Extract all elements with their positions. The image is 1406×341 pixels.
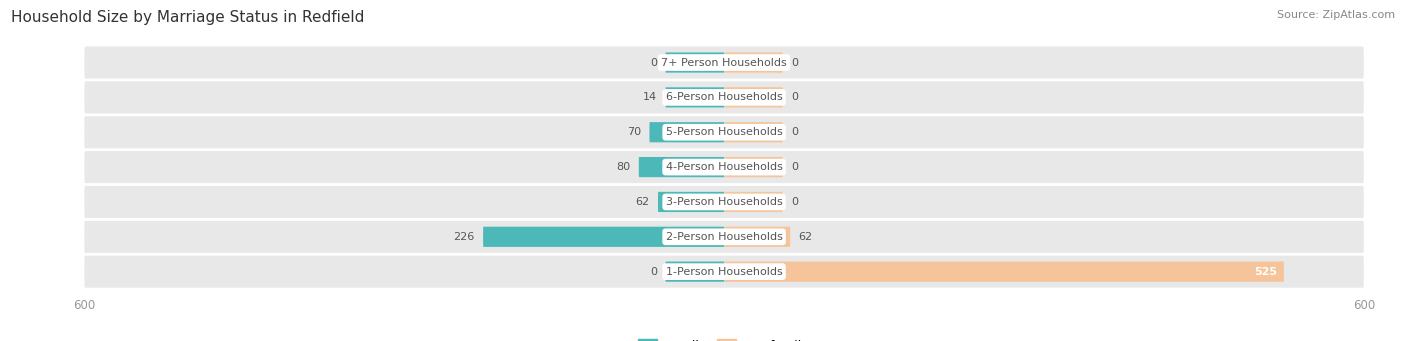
FancyBboxPatch shape bbox=[84, 186, 1364, 218]
FancyBboxPatch shape bbox=[724, 53, 783, 73]
Text: 62: 62 bbox=[799, 232, 813, 242]
FancyBboxPatch shape bbox=[638, 157, 724, 177]
Text: 80: 80 bbox=[616, 162, 630, 172]
FancyBboxPatch shape bbox=[658, 192, 724, 212]
Text: 0: 0 bbox=[792, 92, 799, 102]
FancyBboxPatch shape bbox=[665, 87, 724, 107]
FancyBboxPatch shape bbox=[724, 157, 783, 177]
Text: 6-Person Households: 6-Person Households bbox=[665, 92, 783, 102]
Text: 62: 62 bbox=[636, 197, 650, 207]
Text: Household Size by Marriage Status in Redfield: Household Size by Marriage Status in Red… bbox=[11, 10, 364, 25]
Text: 14: 14 bbox=[643, 92, 657, 102]
FancyBboxPatch shape bbox=[84, 46, 1364, 78]
Text: 0: 0 bbox=[792, 58, 799, 68]
FancyBboxPatch shape bbox=[665, 262, 724, 282]
FancyBboxPatch shape bbox=[724, 192, 783, 212]
FancyBboxPatch shape bbox=[650, 122, 724, 142]
Text: 226: 226 bbox=[453, 232, 475, 242]
FancyBboxPatch shape bbox=[84, 256, 1364, 288]
FancyBboxPatch shape bbox=[84, 81, 1364, 114]
FancyBboxPatch shape bbox=[484, 227, 724, 247]
Text: 525: 525 bbox=[1254, 267, 1278, 277]
FancyBboxPatch shape bbox=[84, 221, 1364, 253]
Legend: Family, Nonfamily: Family, Nonfamily bbox=[633, 335, 815, 341]
Text: 0: 0 bbox=[792, 127, 799, 137]
FancyBboxPatch shape bbox=[724, 227, 790, 247]
Text: 0: 0 bbox=[650, 267, 657, 277]
FancyBboxPatch shape bbox=[724, 262, 1284, 282]
Text: 0: 0 bbox=[650, 58, 657, 68]
Text: 3-Person Households: 3-Person Households bbox=[665, 197, 783, 207]
Text: 7+ Person Households: 7+ Person Households bbox=[661, 58, 787, 68]
Text: 70: 70 bbox=[627, 127, 641, 137]
Text: 0: 0 bbox=[792, 197, 799, 207]
Text: 5-Person Households: 5-Person Households bbox=[665, 127, 783, 137]
FancyBboxPatch shape bbox=[665, 53, 724, 73]
FancyBboxPatch shape bbox=[84, 116, 1364, 148]
Text: 2-Person Households: 2-Person Households bbox=[665, 232, 783, 242]
FancyBboxPatch shape bbox=[724, 122, 783, 142]
Text: 1-Person Households: 1-Person Households bbox=[665, 267, 783, 277]
FancyBboxPatch shape bbox=[724, 87, 783, 107]
FancyBboxPatch shape bbox=[84, 151, 1364, 183]
Text: 4-Person Households: 4-Person Households bbox=[665, 162, 783, 172]
Text: Source: ZipAtlas.com: Source: ZipAtlas.com bbox=[1277, 10, 1395, 20]
Text: 0: 0 bbox=[792, 162, 799, 172]
